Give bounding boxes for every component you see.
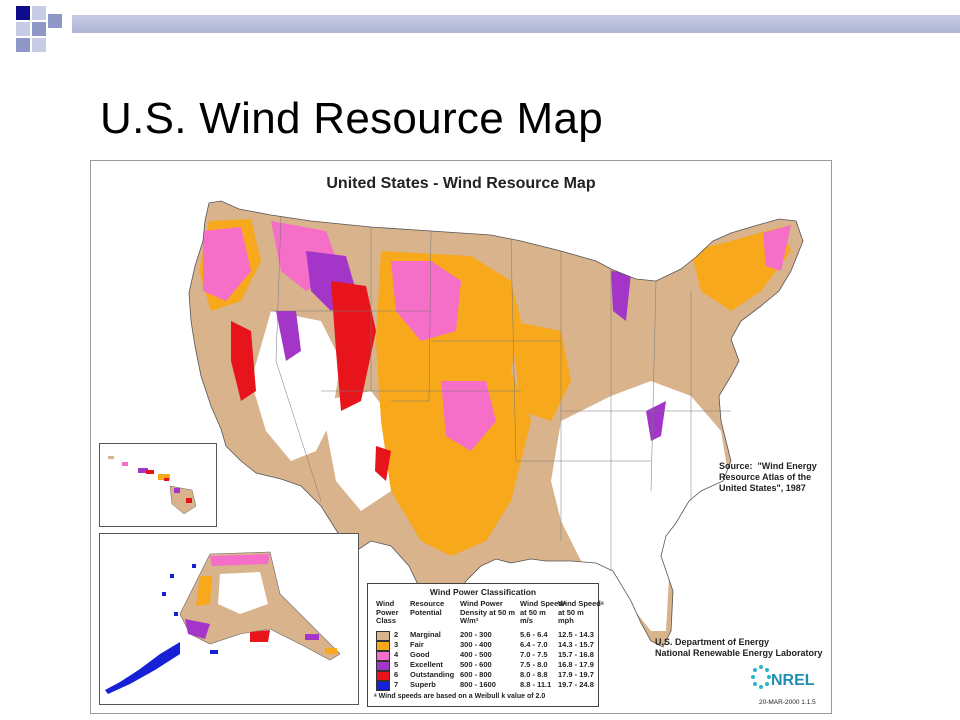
legend-row: 5 Excellent 500 - 600 7.5 - 8.0 16.8 - 1… [368, 660, 598, 671]
wind-power-legend: Wind Power Classification Wind Power Cla… [367, 583, 604, 707]
us-border [188, 200, 804, 648]
legend-potential: Marginal [410, 630, 441, 639]
legend-row: 4 Good 400 - 500 7.0 - 7.5 15.7 - 16.8 [368, 650, 598, 661]
legend-swatch-marginal [376, 631, 390, 641]
legend-swatch-good [376, 651, 390, 661]
legend-class: 6 [394, 670, 399, 679]
nrel-logo: NREL [751, 665, 815, 689]
legend-density: 800 - 1600 [460, 680, 496, 689]
legend-class: 4 [394, 650, 399, 659]
alaska-map [105, 551, 341, 694]
legend-speed-mph: 19.7 - 24.8 [558, 680, 594, 689]
legend-row: 3 Fair 300 - 400 6.4 - 7.0 14.3 - 15.7 [368, 640, 598, 651]
legend-row: 6 Outstanding 600 - 800 8.0 - 8.8 17.9 -… [368, 670, 598, 681]
decor-square [16, 38, 30, 52]
legend-density: 300 - 400 [460, 640, 492, 649]
decor-square [16, 22, 30, 36]
decor-square [48, 14, 62, 28]
legend-row: 2 Marginal 200 - 300 5.6 - 6.4 12.5 - 14… [368, 630, 598, 641]
legend-row: 7 Superb 800 - 1600 8.8 - 11.1 19.7 - 24… [368, 680, 598, 691]
hawaii-map [108, 456, 197, 515]
legend-footnote: ᵃ Wind speeds are based on a Weibull k v… [374, 693, 546, 700]
map-title: United States - Wind Resource Map [326, 175, 596, 192]
contiguous-us-map [188, 200, 804, 648]
legend-speed-mph: 15.7 - 16.8 [558, 650, 594, 659]
source-note: Source: "Wind Energy Resource Atlas of t… [719, 461, 817, 493]
legend-density: 500 - 600 [460, 660, 492, 669]
agency-credit: U.S. Department of Energy National Renew… [655, 637, 823, 658]
legend-potential: Superb [410, 680, 436, 689]
legend-speed-ms: 8.8 - 11.1 [520, 680, 552, 689]
legend-density: 200 - 300 [460, 630, 492, 639]
legend-potential: Outstanding [410, 670, 455, 679]
header-bar [72, 15, 960, 33]
alaska-inset [99, 533, 359, 705]
slide-header-decoration [0, 0, 960, 60]
legend-speed-mph: 14.3 - 15.7 [558, 640, 594, 649]
legend-density: 400 - 500 [460, 650, 492, 659]
decor-square [32, 38, 46, 52]
legend-potential: Fair [410, 640, 424, 649]
legend-class: 3 [394, 640, 399, 649]
legend-class: 5 [394, 660, 399, 669]
legend-swatch-superb [376, 681, 390, 691]
logo-text: NREL [771, 672, 815, 689]
legend-swatch-outstanding [376, 671, 390, 681]
legend-swatch-fair [376, 641, 390, 651]
legend-speed-ms: 7.0 - 7.5 [520, 650, 548, 659]
state-boundaries [271, 216, 731, 571]
slide-title: U.S. Wind Resource Map [100, 94, 603, 143]
legend-header-speed-ms: Wind Speedᵃ at 50 m m/s [520, 599, 566, 625]
legend-speed-ms: 7.5 - 8.0 [520, 660, 548, 669]
legend-class: 7 [394, 680, 399, 689]
legend-header-class: Wind Power Class [376, 599, 399, 625]
legend-speed-mph: 12.5 - 14.3 [558, 630, 594, 639]
legend-potential: Excellent [410, 660, 443, 669]
legend-speed-ms: 6.4 - 7.0 [520, 640, 548, 649]
decor-square [32, 22, 46, 36]
legend-header-speed-mph: Wind Speedᵃ at 50 m mph [558, 599, 604, 625]
legend-potential: Good [410, 650, 430, 659]
wind-resource-map: United States - Wind Resource Map [90, 160, 832, 714]
legend-density: 600 - 800 [460, 670, 492, 679]
hawaii-inset [99, 443, 217, 527]
legend-title: Wind Power Classification [429, 587, 537, 597]
decor-square [16, 6, 30, 20]
legend-speed-mph: 17.9 - 19.7 [558, 670, 594, 679]
decor-square [32, 6, 46, 20]
legend-class: 2 [394, 630, 399, 639]
legend-swatch-excellent [376, 661, 390, 671]
date-code: 20-MAR-2000 1.1.5 [759, 699, 816, 706]
legend-header-density: Wind Power Density at 50 m W/m² [460, 599, 516, 625]
legend-header-potential: Resource Potential [410, 599, 445, 617]
legend-speed-mph: 16.8 - 17.9 [558, 660, 594, 669]
legend-speed-ms: 8.0 - 8.8 [520, 670, 548, 679]
legend-speed-ms: 5.6 - 6.4 [520, 630, 548, 639]
